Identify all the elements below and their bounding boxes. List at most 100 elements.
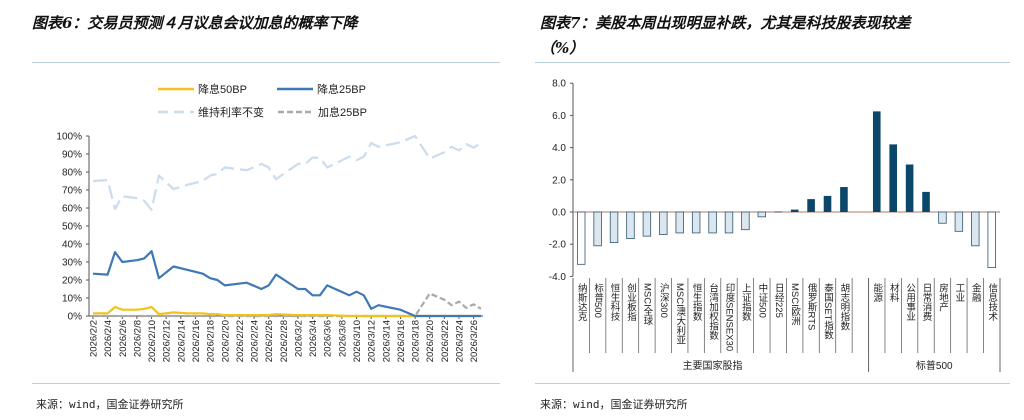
- category-label: 纳斯达克: [576, 282, 588, 322]
- bar: [971, 211, 980, 247]
- category-label: MSCI欧洲: [789, 283, 801, 326]
- left-x-tick-label: 2026/2/2: [89, 320, 100, 357]
- left-x-tick-label: 2026/3/4: [308, 320, 319, 357]
- left-x-tick-label: 2026/2/14: [176, 320, 187, 362]
- right-y-tick-label: 8.0: [552, 79, 566, 90]
- legend-label: 降息25BP: [317, 82, 366, 96]
- left-x-tick-label: 2026/3/6: [323, 320, 334, 357]
- left-x-tick-label: 2026/2/18: [206, 320, 217, 362]
- line-series-cut-50bp: [93, 305, 481, 318]
- right-y-tick-label: 2.0: [552, 175, 566, 186]
- left-x-tick-label: 2026/2/8: [132, 320, 143, 357]
- left-x-tick-label: 2026/3/2: [293, 320, 304, 357]
- category-label: 能源: [871, 282, 883, 303]
- bar: [823, 195, 832, 212]
- category-label: 金融: [970, 282, 982, 303]
- left-x-tick-label: 2026/3/18: [411, 320, 422, 362]
- left-x-tick-label: 2026/2/10: [147, 320, 158, 362]
- bar: [774, 211, 783, 213]
- category-label: 创业板指: [625, 282, 637, 322]
- category-label: MSCI全球: [641, 283, 653, 326]
- left-x-tick-label: 2026/3/20: [425, 320, 436, 362]
- group-label: 标普500: [916, 359, 953, 372]
- left-x-tick-label: 2026/2/4: [103, 320, 114, 357]
- line-series-hold: [92, 134, 482, 211]
- right-chart-title-unit: （%）: [540, 39, 585, 57]
- bar: [577, 211, 586, 265]
- left-x-tick-label: 2026/2/16: [191, 320, 202, 362]
- right-source: 来源：wind，国金证券研究所: [540, 398, 688, 411]
- line-series-hike-25bp: [93, 292, 482, 318]
- right-y-tick-label: 4.0: [552, 143, 566, 154]
- bar: [757, 211, 767, 218]
- category-label: 房地产: [937, 282, 949, 312]
- left-top-divider: [32, 62, 500, 63]
- left-y-tick-label: 20%: [62, 276, 82, 287]
- category-label: 中证500: [756, 282, 768, 317]
- left-x-tick-label: 2026/3/12: [367, 320, 378, 362]
- category-label: 印度SENSEX30: [723, 282, 735, 351]
- category-label: 胡志明指数: [838, 282, 850, 331]
- bar: [642, 211, 652, 237]
- left-chart-title: 图表6：交易员预测４月议息会议加息的概率下降: [32, 14, 358, 32]
- category-label: 日常消费: [921, 283, 933, 322]
- left-x-tick-label: 2026/2/26: [264, 320, 275, 362]
- category-label: 工业: [953, 283, 965, 302]
- left-y-tick-label: 60%: [62, 204, 82, 215]
- category-label: 俄罗斯RTS: [806, 282, 818, 330]
- right-y-tick-label: 6.0: [552, 111, 566, 122]
- left-x-tick-label: 2026/3/10: [352, 320, 363, 362]
- left-y-tick-label: 100%: [56, 132, 82, 143]
- line-series-cut-25bp: [92, 250, 481, 318]
- right-top-divider: [535, 62, 1010, 63]
- bar: [840, 187, 848, 212]
- left-x-tick-label: 2026/3/24: [455, 320, 466, 362]
- bar: [872, 111, 881, 212]
- category-label: 材料: [888, 282, 900, 303]
- group-label: 主要国家股指: [683, 359, 743, 372]
- bar: [922, 191, 930, 212]
- left-x-tick-label: 2026/2/24: [250, 320, 261, 362]
- left-x-tick-label: 2026/3/16: [396, 320, 407, 362]
- right-y-tick-label: -4.0: [549, 272, 567, 283]
- bar: [659, 211, 668, 235]
- left-x-tick-label: 2026/3/14: [381, 320, 392, 362]
- category-label: 标普500: [592, 282, 604, 317]
- left-y-tick-label: 90%: [62, 150, 82, 161]
- bar: [708, 211, 717, 234]
- bar: [609, 211, 619, 243]
- right-bottom-divider: [535, 383, 1010, 384]
- category-label: 泰国SET指数: [822, 282, 834, 340]
- bar: [626, 211, 635, 239]
- bar: [889, 144, 897, 212]
- bar: [905, 164, 914, 212]
- left-y-tick-label: 80%: [62, 168, 82, 179]
- bar: [938, 211, 947, 224]
- category-label: 沪深300: [658, 282, 670, 317]
- category-label: 恒生科技: [609, 282, 621, 322]
- bar: [987, 211, 996, 268]
- bar: [741, 211, 750, 231]
- bar: [675, 211, 684, 234]
- left-source: 来源：wind，国金证券研究所: [36, 398, 184, 411]
- category-label: 恒生指数: [691, 282, 703, 322]
- legend-label: 维持利率不变: [198, 105, 264, 119]
- bar: [724, 211, 734, 234]
- left-y-tick-label: 50%: [62, 222, 82, 233]
- right-y-tick-label: 0.0: [552, 208, 566, 219]
- left-y-tick-label: 0%: [68, 312, 83, 323]
- left-x-tick-label: 2026/3/26: [469, 320, 480, 362]
- left-y-tick-label: 70%: [62, 186, 82, 197]
- category-label: 日经225: [773, 283, 785, 318]
- bar: [691, 211, 701, 234]
- left-bottom-divider: [32, 383, 500, 384]
- right-chart-title: 图表7：美股本周出现明显补跌，尤其是科技股表现较差: [540, 14, 911, 32]
- category-label: MSCI澳大利亚: [674, 283, 686, 345]
- bar: [954, 211, 964, 232]
- left-x-tick-label: 2026/2/20: [220, 320, 231, 362]
- left-x-tick-label: 2026/3/22: [440, 320, 451, 362]
- left-y-tick-label: 30%: [62, 258, 82, 269]
- left-x-tick-label: 2026/2/28: [279, 320, 290, 362]
- left-x-tick-label: 2026/2/12: [162, 320, 173, 362]
